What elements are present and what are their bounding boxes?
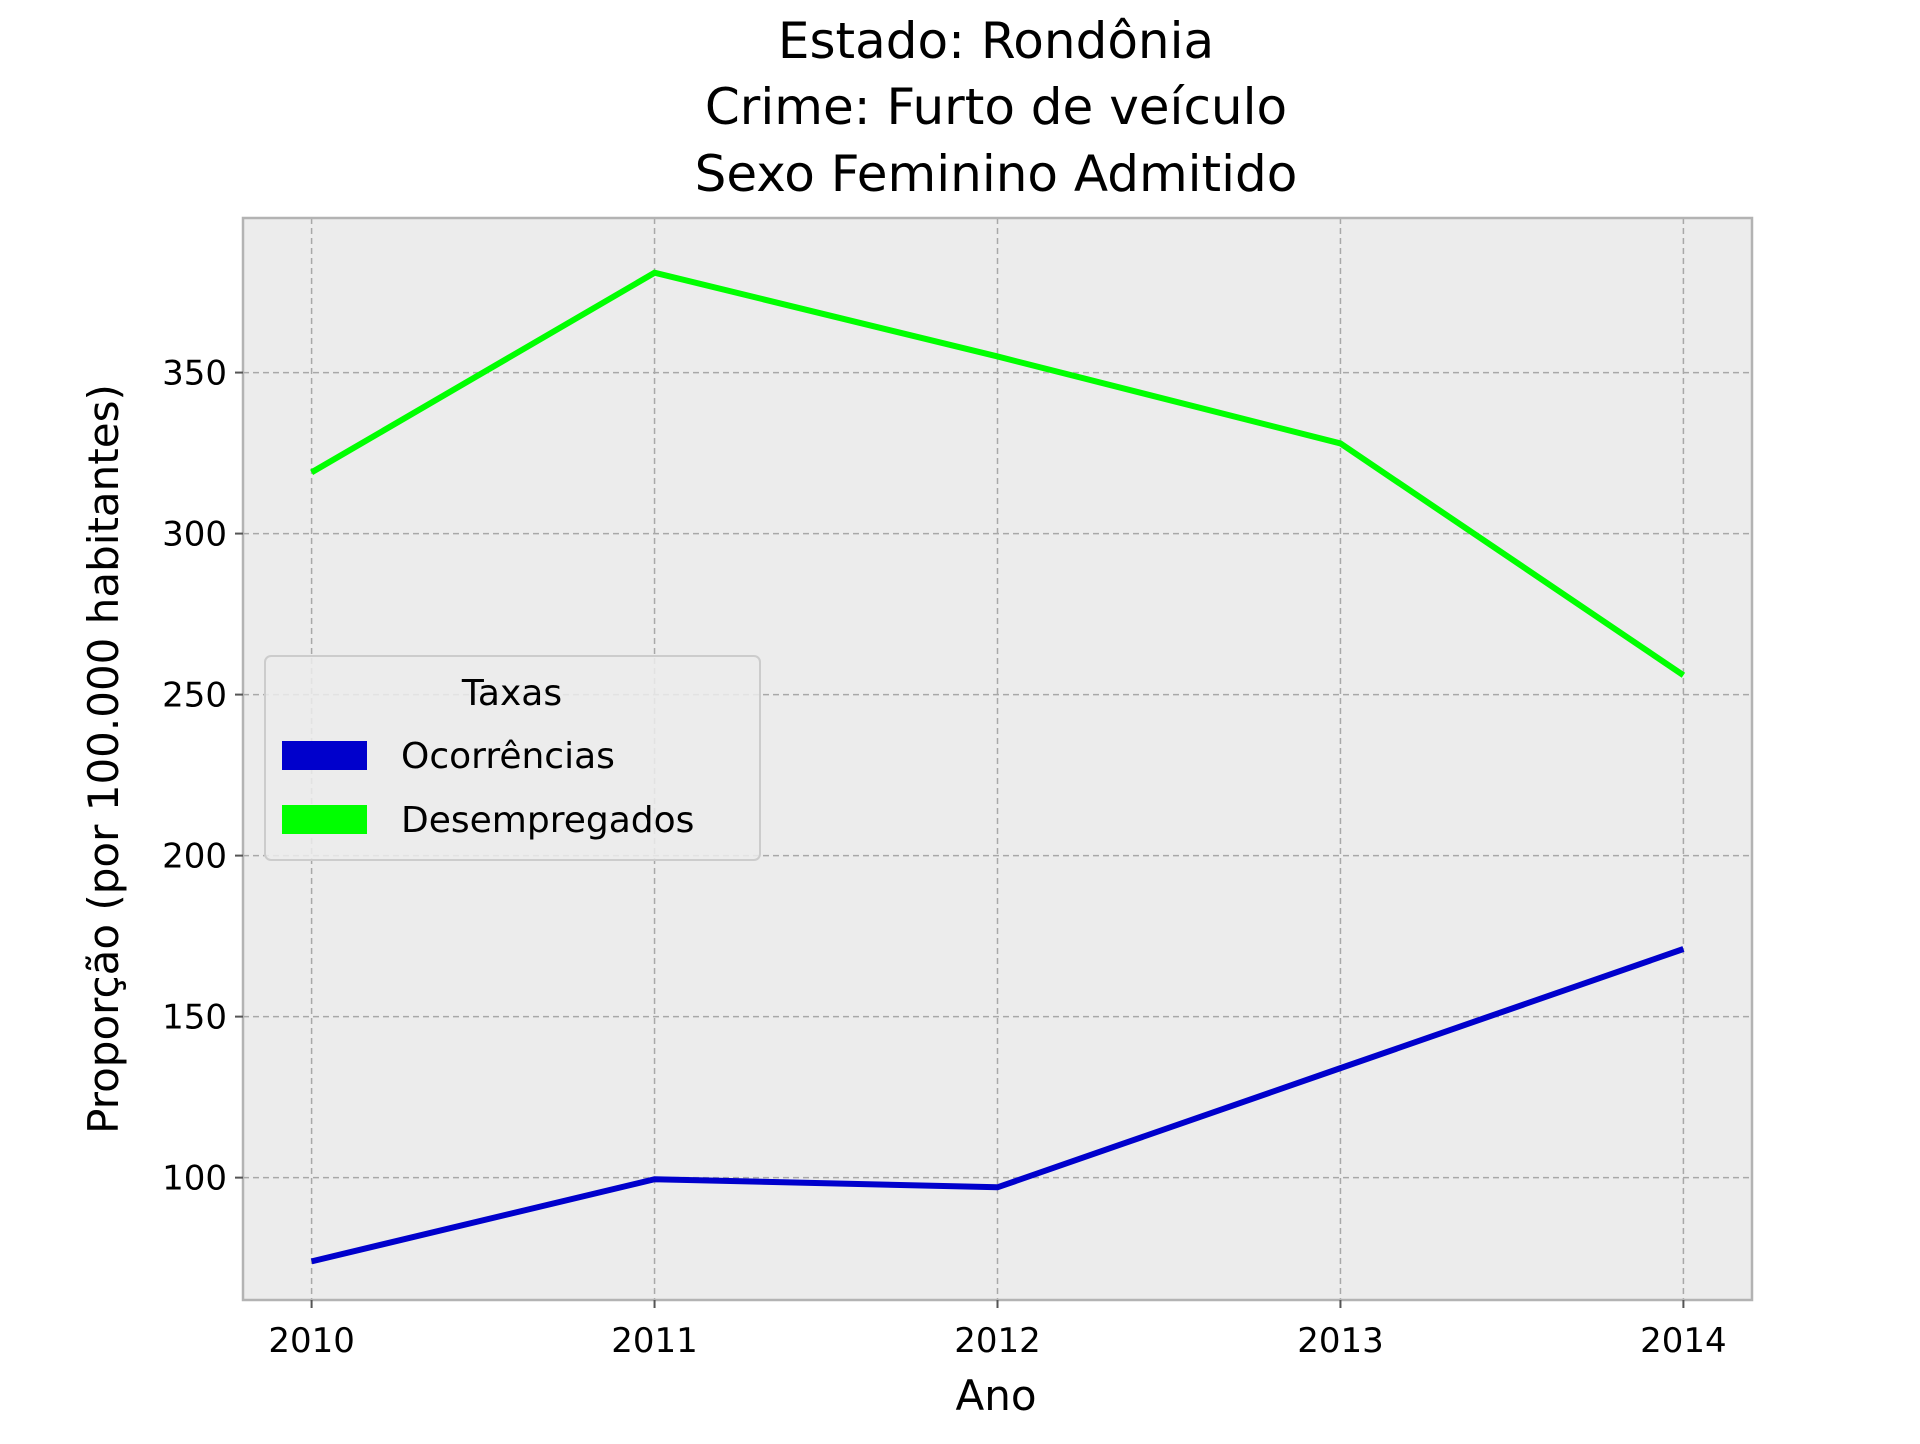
y-tick-label: 150 bbox=[162, 998, 227, 1038]
legend-title: Taxas bbox=[461, 673, 562, 714]
x-tick-label: 2010 bbox=[268, 1321, 355, 1361]
x-tick-label: 2011 bbox=[611, 1321, 698, 1361]
chart-title-line-1: Estado: Rondônia bbox=[778, 12, 1214, 70]
y-axis-label: Proporção (por 100.000 habitantes) bbox=[79, 384, 128, 1134]
chart-title-line-3: Sexo Feminino Admitido bbox=[695, 145, 1298, 203]
legend-label-desempregados: Desempregados bbox=[401, 800, 694, 841]
chart-title-line-2: Crime: Furto de veículo bbox=[705, 78, 1287, 136]
legend-swatch-ocorrencias bbox=[282, 741, 367, 770]
x-tick-label: 2012 bbox=[954, 1321, 1041, 1361]
y-tick-label: 300 bbox=[162, 515, 227, 555]
y-tick-label: 250 bbox=[162, 676, 227, 716]
x-tick-label: 2014 bbox=[1640, 1321, 1727, 1361]
y-tick-label: 100 bbox=[162, 1159, 227, 1199]
x-tick-label: 2013 bbox=[1297, 1321, 1384, 1361]
y-tick-label: 350 bbox=[162, 354, 227, 394]
y-tick-label: 200 bbox=[162, 837, 227, 877]
legend: Taxas Ocorrências Desempregados bbox=[265, 656, 760, 860]
x-axis-label: Ano bbox=[955, 1371, 1036, 1420]
legend-swatch-desempregados bbox=[282, 805, 367, 834]
legend-label-ocorrencias: Ocorrências bbox=[401, 736, 615, 777]
